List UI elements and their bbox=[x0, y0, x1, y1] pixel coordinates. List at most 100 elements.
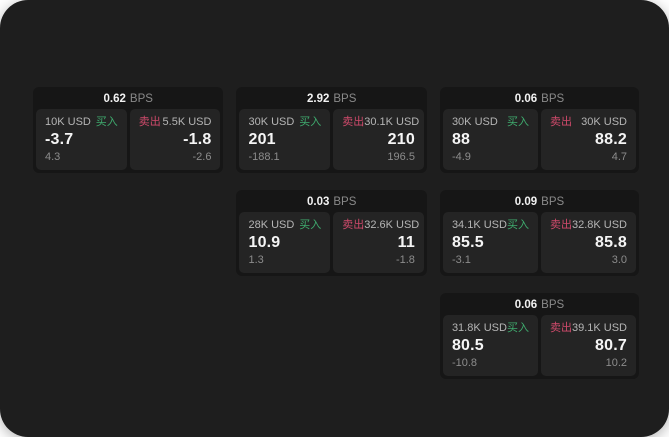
sell-panel[interactable]: 卖出 30.1K USD 210 196.5 bbox=[333, 109, 424, 170]
buy-size: 30K USD bbox=[248, 116, 295, 128]
buy-size: 31.8K USD bbox=[451, 322, 507, 334]
spread-header: 0.09 BPS bbox=[443, 193, 636, 212]
buy-price: 85.5 bbox=[451, 234, 484, 251]
spread-value: 0.03 bbox=[307, 196, 330, 208]
buy-secondary-value: 4.3 bbox=[45, 151, 61, 163]
spread-unit: BPS bbox=[541, 196, 565, 208]
sell-panel[interactable]: 卖出 32.6K USD 11 -1.8 bbox=[333, 212, 424, 273]
sell-price: 85.8 bbox=[595, 234, 627, 251]
sell-label: 卖出 bbox=[549, 322, 572, 334]
sell-panel[interactable]: 卖出 32.8K USD 85.8 3.0 bbox=[540, 212, 636, 273]
sell-size: 5.5K USD bbox=[162, 116, 212, 128]
buy-panel[interactable]: 30K USD 买入 88 -4.9 bbox=[442, 109, 538, 170]
quote-panels: 30K USD 买入 201 -188.1 卖出 30.1K USD 210 1… bbox=[239, 109, 424, 170]
buy-size: 30K USD bbox=[451, 116, 498, 128]
buy-panel[interactable]: 28K USD 买入 10.9 1.3 bbox=[239, 212, 331, 273]
spread-value: 0.06 bbox=[514, 299, 538, 311]
buy-size: 28K USD bbox=[248, 219, 295, 231]
sell-secondary-value: -1.8 bbox=[395, 254, 415, 266]
sell-size: 39.1K USD bbox=[571, 322, 627, 334]
buy-panel[interactable]: 30K USD 买入 201 -188.1 bbox=[239, 109, 331, 170]
buy-secondary-value: -10.8 bbox=[451, 357, 478, 369]
buy-size: 34.1K USD bbox=[451, 219, 507, 231]
spread-unit: BPS bbox=[129, 93, 153, 105]
spread-value: 0.06 bbox=[514, 93, 538, 105]
sell-panel[interactable]: 卖出 30K USD 88.2 4.7 bbox=[540, 109, 636, 170]
quote-panels: 34.1K USD 买入 85.5 -3.1 卖出 32.8K USD 85.8… bbox=[442, 212, 636, 273]
buy-label: 买入 bbox=[299, 219, 322, 231]
sell-price: 11 bbox=[397, 234, 415, 251]
buy-price: 201 bbox=[248, 131, 276, 148]
sell-price: 88.2 bbox=[595, 131, 627, 148]
buy-label: 买入 bbox=[506, 322, 529, 334]
buy-panel-top: 34.1K USD 买入 bbox=[452, 219, 529, 232]
quote-panels: 10K USD 买入 -3.7 4.3 卖出 5.5K USD -1.8 -2.… bbox=[36, 109, 221, 170]
sell-size: 32.8K USD bbox=[571, 219, 627, 231]
buy-panel-top: 10K USD 买入 bbox=[45, 116, 118, 129]
buy-panel-top: 28K USD 买入 bbox=[248, 219, 321, 232]
sell-price: 80.7 bbox=[595, 337, 627, 354]
quote-card: 0.09 BPS 34.1K USD 买入 85.5 -3.1 卖出 32.8K… bbox=[439, 190, 639, 276]
buy-panel-top: 31.8K USD 买入 bbox=[452, 322, 529, 335]
sell-size: 30K USD bbox=[581, 116, 627, 128]
sell-price: -1.8 bbox=[183, 131, 212, 148]
buy-price: 80.5 bbox=[451, 337, 484, 354]
spread-header: 0.06 BPS bbox=[443, 90, 636, 109]
sell-label: 卖出 bbox=[342, 116, 365, 128]
buy-panel[interactable]: 34.1K USD 买入 85.5 -3.1 bbox=[442, 212, 538, 273]
sell-secondary-value: 10.2 bbox=[605, 357, 627, 369]
buy-panel[interactable]: 10K USD 买入 -3.7 4.3 bbox=[36, 109, 127, 170]
quote-panels: 28K USD 买入 10.9 1.3 卖出 32.6K USD 11 -1.8 bbox=[239, 212, 424, 273]
quote-panels: 30K USD 买入 88 -4.9 卖出 30K USD 88.2 4.7 bbox=[442, 109, 636, 170]
spread-header: 0.03 BPS bbox=[239, 193, 423, 212]
sell-panel-top: 卖出 39.1K USD bbox=[550, 322, 627, 335]
sell-panel-top: 卖出 32.8K USD bbox=[550, 219, 627, 232]
spread-header: 0.06 BPS bbox=[443, 296, 636, 315]
sell-panel-top: 卖出 30K USD bbox=[550, 116, 627, 129]
quote-card: 0.06 BPS 30K USD 买入 88 -4.9 卖出 30K USD 8… bbox=[439, 87, 639, 173]
buy-secondary-value: 1.3 bbox=[248, 254, 264, 266]
quote-card: 0.62 BPS 10K USD 买入 -3.7 4.3 卖出 5.5K USD… bbox=[33, 87, 224, 173]
sell-secondary-value: 3.0 bbox=[611, 254, 627, 266]
spread-value: 0.09 bbox=[514, 196, 538, 208]
spread-unit: BPS bbox=[541, 299, 565, 311]
quote-card: 0.03 BPS 28K USD 买入 10.9 1.3 卖出 32.6K US… bbox=[236, 190, 427, 276]
buy-panel-top: 30K USD 买入 bbox=[452, 116, 529, 129]
buy-label: 买入 bbox=[506, 116, 529, 128]
spread-unit: BPS bbox=[333, 196, 357, 208]
quote-panels: 31.8K USD 买入 80.5 -10.8 卖出 39.1K USD 80.… bbox=[442, 315, 636, 376]
buy-label: 买入 bbox=[95, 116, 118, 128]
spread-header: 2.92 BPS bbox=[239, 90, 423, 109]
buy-secondary-value: -188.1 bbox=[248, 151, 280, 163]
sell-label: 卖出 bbox=[138, 116, 161, 128]
sell-secondary-value: 196.5 bbox=[387, 151, 415, 163]
sell-size: 30.1K USD bbox=[364, 116, 420, 128]
buy-price: 10.9 bbox=[248, 234, 281, 251]
sell-panel[interactable]: 卖出 5.5K USD -1.8 -2.6 bbox=[129, 109, 221, 170]
sell-panel[interactable]: 卖出 39.1K USD 80.7 10.2 bbox=[540, 315, 636, 376]
buy-secondary-value: -3.1 bbox=[451, 254, 471, 266]
buy-price: -3.7 bbox=[45, 131, 74, 148]
buy-label: 买入 bbox=[299, 116, 322, 128]
spread-header: 0.62 BPS bbox=[36, 90, 220, 109]
buy-label: 买入 bbox=[506, 219, 529, 231]
quote-cards-grid: 0.62 BPS 10K USD 买入 -3.7 4.3 卖出 5.5K USD… bbox=[33, 87, 639, 379]
quote-card: 2.92 BPS 30K USD 买入 201 -188.1 卖出 30.1K … bbox=[236, 87, 427, 173]
spread-value: 2.92 bbox=[307, 93, 330, 105]
buy-panel[interactable]: 31.8K USD 买入 80.5 -10.8 bbox=[442, 315, 538, 376]
sell-label: 卖出 bbox=[549, 116, 572, 128]
spread-unit: BPS bbox=[541, 93, 565, 105]
buy-secondary-value: -4.9 bbox=[451, 151, 471, 163]
sell-price: 210 bbox=[387, 131, 415, 148]
spread-unit: BPS bbox=[333, 93, 357, 105]
spread-value: 0.62 bbox=[103, 93, 126, 105]
buy-price: 88 bbox=[451, 131, 471, 148]
sell-size: 32.6K USD bbox=[364, 219, 420, 231]
sell-panel-top: 卖出 5.5K USD bbox=[139, 116, 212, 129]
buy-size: 10K USD bbox=[45, 116, 91, 128]
sell-secondary-value: -2.6 bbox=[192, 151, 212, 163]
quote-card: 0.06 BPS 31.8K USD 买入 80.5 -10.8 卖出 39.1… bbox=[439, 293, 639, 379]
sell-label: 卖出 bbox=[342, 219, 365, 231]
sell-label: 卖出 bbox=[549, 219, 572, 231]
